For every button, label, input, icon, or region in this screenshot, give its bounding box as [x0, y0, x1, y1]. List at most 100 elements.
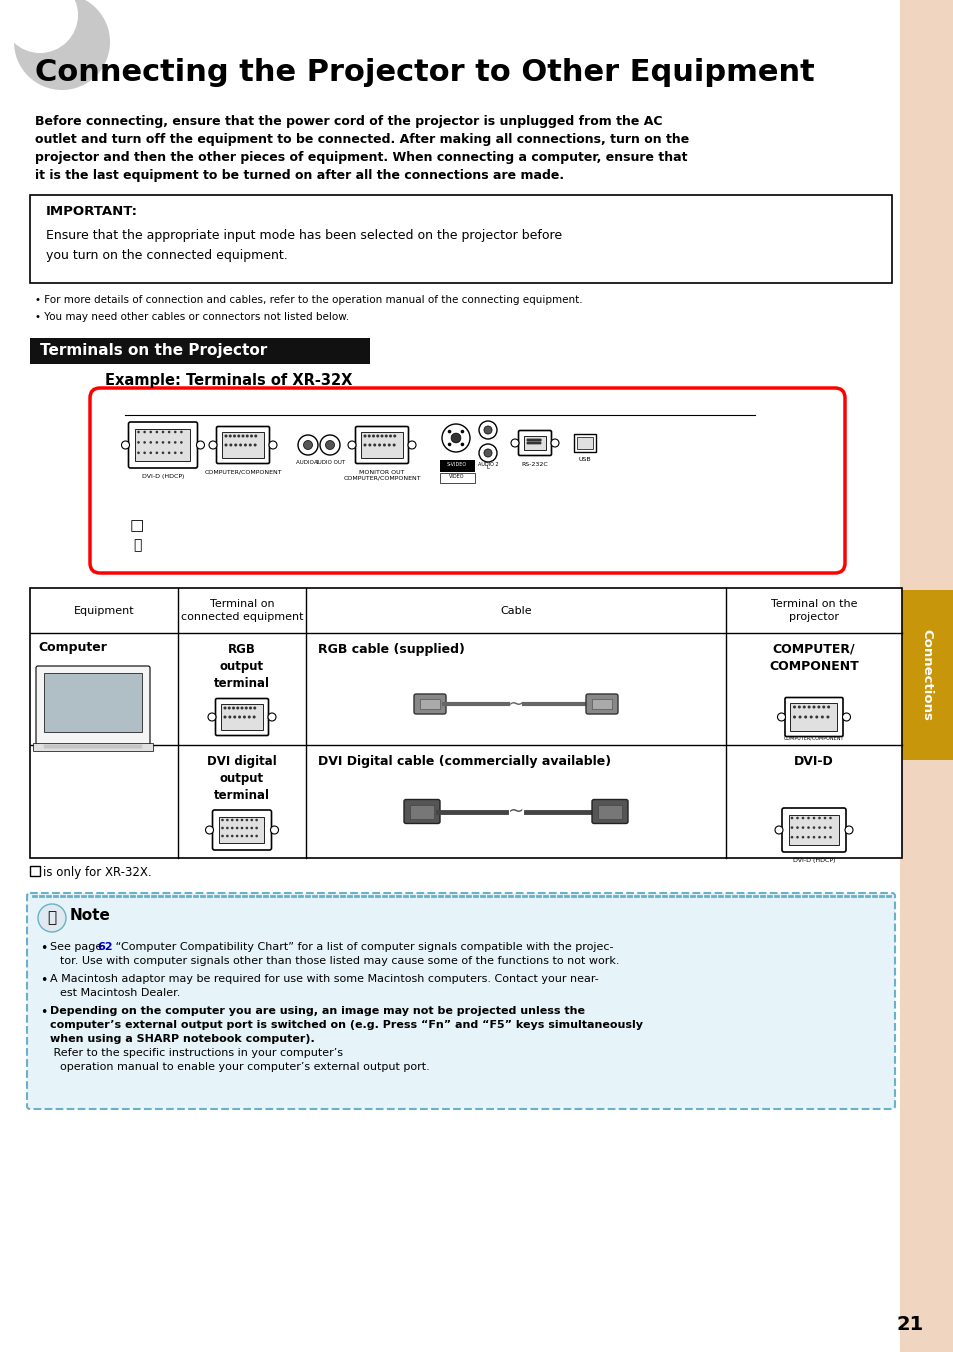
- Circle shape: [460, 442, 464, 446]
- Circle shape: [319, 435, 339, 456]
- Circle shape: [240, 819, 243, 821]
- Circle shape: [234, 443, 237, 446]
- Text: ~: ~: [507, 695, 523, 714]
- Circle shape: [231, 834, 233, 837]
- Circle shape: [137, 452, 140, 454]
- Text: Terminal on the
projector: Terminal on the projector: [770, 599, 857, 622]
- FancyBboxPatch shape: [781, 808, 845, 852]
- Bar: [439, 473, 475, 483]
- Circle shape: [533, 438, 536, 442]
- Bar: [30, 195, 891, 283]
- Circle shape: [233, 434, 235, 438]
- Text: •: •: [40, 942, 48, 955]
- Circle shape: [815, 715, 818, 718]
- Text: DVI-D (HDCP): DVI-D (HDCP): [142, 475, 184, 479]
- FancyBboxPatch shape: [36, 667, 150, 745]
- Bar: [44, 673, 142, 731]
- Circle shape: [809, 715, 812, 718]
- Circle shape: [143, 452, 146, 454]
- Bar: [30, 588, 901, 859]
- Bar: [410, 804, 434, 818]
- Circle shape: [180, 431, 182, 433]
- Text: •: •: [40, 1006, 48, 1019]
- Circle shape: [792, 715, 795, 718]
- Circle shape: [245, 826, 248, 829]
- Circle shape: [226, 834, 229, 837]
- Bar: [221, 704, 263, 730]
- Bar: [577, 437, 593, 449]
- Circle shape: [271, 826, 278, 834]
- Circle shape: [532, 442, 535, 445]
- Circle shape: [235, 826, 238, 829]
- Text: it is the last equipment to be turned on after all the connections are made.: it is the last equipment to be turned on…: [35, 169, 563, 183]
- Text: DVI Digital cable (commercially available): DVI Digital cable (commercially availabl…: [317, 754, 611, 768]
- Circle shape: [384, 434, 387, 438]
- Circle shape: [231, 819, 233, 821]
- Text: Ensure that the appropriate input mode has been selected on the projector before: Ensure that the appropriate input mode h…: [46, 228, 561, 242]
- Circle shape: [155, 452, 158, 454]
- Circle shape: [806, 817, 809, 819]
- Circle shape: [363, 443, 366, 446]
- Text: Terminal on
connected equipment: Terminal on connected equipment: [180, 599, 303, 622]
- Circle shape: [38, 904, 66, 932]
- Circle shape: [818, 817, 820, 819]
- Circle shape: [235, 834, 238, 837]
- Circle shape: [530, 442, 533, 445]
- Bar: [219, 817, 264, 844]
- Circle shape: [511, 439, 518, 448]
- Text: Cable: Cable: [499, 606, 531, 615]
- Circle shape: [254, 434, 257, 438]
- Circle shape: [796, 817, 798, 819]
- Text: MONITOR OUT
COMPUTER/COMPONENT: MONITOR OUT COMPUTER/COMPONENT: [343, 470, 420, 481]
- Circle shape: [531, 438, 535, 442]
- FancyBboxPatch shape: [216, 426, 269, 464]
- Text: Computer: Computer: [38, 641, 107, 654]
- Circle shape: [393, 443, 395, 446]
- Circle shape: [367, 434, 371, 438]
- Bar: [899, 589, 953, 760]
- Circle shape: [228, 707, 231, 710]
- Circle shape: [232, 707, 234, 710]
- Circle shape: [818, 836, 820, 838]
- Circle shape: [389, 434, 392, 438]
- Circle shape: [447, 442, 451, 446]
- Circle shape: [792, 706, 795, 708]
- FancyBboxPatch shape: [784, 698, 842, 737]
- Text: 🔒: 🔒: [132, 538, 141, 552]
- Circle shape: [251, 834, 253, 837]
- Circle shape: [223, 707, 226, 710]
- Text: RGB
output
terminal: RGB output terminal: [213, 644, 270, 690]
- Circle shape: [375, 434, 379, 438]
- Circle shape: [801, 826, 803, 829]
- Bar: [439, 460, 475, 472]
- Text: ~: ~: [507, 802, 523, 821]
- Circle shape: [774, 826, 782, 834]
- Circle shape: [249, 707, 252, 710]
- Text: VIDEO: VIDEO: [449, 475, 464, 479]
- Bar: [135, 429, 191, 461]
- Text: Refer to the specific instructions in your computer’s: Refer to the specific instructions in yo…: [50, 1048, 343, 1059]
- Text: AUDIO 1: AUDIO 1: [296, 460, 319, 465]
- Circle shape: [797, 706, 800, 708]
- FancyBboxPatch shape: [129, 422, 197, 468]
- Circle shape: [246, 434, 249, 438]
- Circle shape: [173, 452, 176, 454]
- Bar: [899, 0, 953, 1352]
- Circle shape: [325, 441, 335, 449]
- Circle shape: [143, 441, 146, 443]
- Circle shape: [173, 431, 176, 433]
- Circle shape: [221, 826, 224, 829]
- Circle shape: [387, 443, 391, 446]
- Circle shape: [801, 836, 803, 838]
- Circle shape: [245, 707, 248, 710]
- Circle shape: [790, 826, 793, 829]
- Circle shape: [161, 431, 164, 433]
- Bar: [598, 804, 621, 818]
- Text: 📝: 📝: [48, 910, 56, 926]
- Circle shape: [528, 438, 531, 442]
- Circle shape: [812, 826, 815, 829]
- Bar: [592, 699, 612, 708]
- Circle shape: [822, 836, 825, 838]
- Circle shape: [250, 434, 253, 438]
- Circle shape: [2, 0, 78, 53]
